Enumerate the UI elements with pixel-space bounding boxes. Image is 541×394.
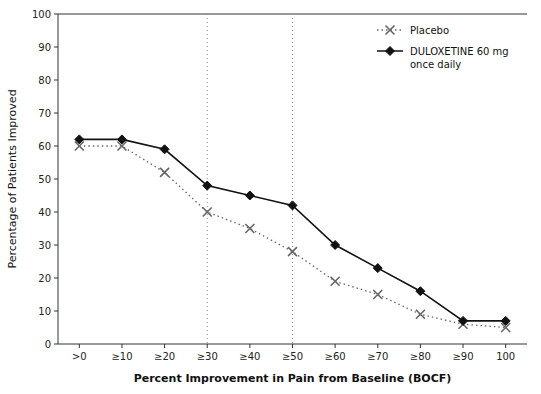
y-tick	[54, 146, 58, 147]
marker-diamond	[373, 264, 382, 273]
y-tick	[54, 311, 58, 312]
chart: 0 10 20 30 40 50 60 70 80 90 100 >0 ≥10 ≥20 ≥30 ≥40 ≥50 ≥…	[0, 0, 541, 394]
series-line	[79, 146, 505, 328]
marker-x	[245, 224, 254, 233]
marker-x	[416, 310, 425, 319]
y-tick-label: 50	[38, 174, 51, 185]
x-tick-label: 100	[496, 351, 515, 362]
legend-label-line: Placebo	[410, 25, 449, 36]
y-tick	[54, 278, 58, 279]
x-tick-label: ≥30	[197, 351, 218, 362]
marker-diamond	[501, 316, 510, 325]
reference-line	[207, 14, 208, 344]
x-tick-label: >0	[72, 351, 87, 362]
series-line	[79, 139, 505, 321]
y-tick-label: 70	[38, 108, 51, 119]
marker-diamond	[117, 135, 126, 144]
y-tick	[54, 212, 58, 213]
legend-label: DULOXETINE 60 mg once daily	[410, 46, 509, 70]
y-tick-label: 0	[45, 339, 51, 350]
marker-diamond	[75, 135, 84, 144]
x-tick-label: ≥60	[325, 351, 346, 362]
marker-x	[288, 247, 297, 256]
reference-line	[292, 14, 293, 344]
y-tick	[54, 179, 58, 180]
marker-x	[160, 168, 169, 177]
marker-diamond	[459, 316, 468, 325]
legend-marker	[386, 26, 395, 35]
marker-x	[203, 208, 212, 217]
x-tick-label: ≥70	[367, 351, 388, 362]
marker-diamond	[331, 241, 340, 250]
y-tick-label: 30	[38, 240, 51, 251]
legend-label-line: DULOXETINE 60 mg	[410, 46, 509, 57]
x-tick-label: ≥10	[111, 351, 132, 362]
x-tick-label: ≥80	[410, 351, 431, 362]
x-tick	[505, 344, 506, 348]
x-tick	[164, 344, 165, 348]
marker-x	[331, 277, 340, 286]
x-tick	[335, 344, 336, 348]
plot-area	[75, 14, 510, 344]
x-tick	[292, 344, 293, 348]
marker-diamond	[245, 191, 254, 200]
x-tick	[79, 344, 80, 348]
y-tick-label: 80	[38, 75, 51, 86]
legend: Placebo DULOXETINE 60 mg once daily	[377, 25, 509, 70]
x-tick-label: ≥90	[452, 351, 473, 362]
legend-label: Placebo	[410, 25, 449, 36]
y-tick	[54, 245, 58, 246]
x-tick	[377, 344, 378, 348]
y-tick	[54, 14, 58, 15]
y-tick	[54, 344, 58, 345]
x-tick-label: ≥50	[282, 351, 303, 362]
y-axis-label: Percentage of Patients Improved	[6, 89, 19, 268]
x-tick	[249, 344, 250, 348]
y-tick	[54, 80, 58, 81]
x-tick-label: ≥40	[239, 351, 260, 362]
x-tick	[420, 344, 421, 348]
x-tick	[463, 344, 464, 348]
y-tick-label: 10	[38, 306, 51, 317]
marker-diamond	[160, 145, 169, 154]
x-axis-label: Percent Improvement in Pain from Baselin…	[134, 372, 452, 385]
marker-diamond	[203, 181, 212, 190]
y-tick-label: 20	[38, 273, 51, 284]
y-tick	[54, 113, 58, 114]
marker-x	[373, 290, 382, 299]
y-tick-label: 40	[38, 207, 51, 218]
y-tick-label: 60	[38, 141, 51, 152]
y-tick-label: 90	[38, 42, 51, 53]
x-tick	[121, 344, 122, 348]
legend-label-line: once daily	[410, 59, 461, 70]
x-tick-label: ≥20	[154, 351, 175, 362]
legend-marker	[386, 47, 395, 56]
marker-diamond	[416, 287, 425, 296]
y-tick	[54, 47, 58, 48]
marker-diamond	[288, 201, 297, 210]
y-tick-label: 100	[32, 9, 51, 20]
x-tick	[207, 344, 208, 348]
